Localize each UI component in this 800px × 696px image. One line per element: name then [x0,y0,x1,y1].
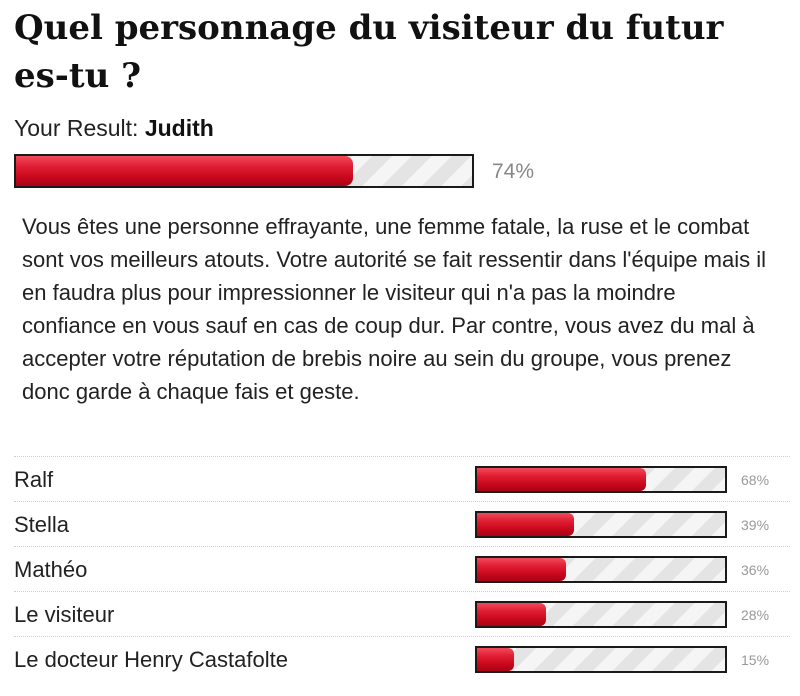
result-row-percent: 36% [741,562,770,578]
result-row-fill [477,558,567,581]
result-line: Your Result: Judith [14,114,214,142]
result-row-percent: 15% [741,652,770,668]
result-percent: 74% [492,160,535,183]
result-row-bar [475,466,727,493]
quiz-title: Quel personnage du visiteur du futur es-… [14,8,724,96]
result-row-bar [475,511,727,538]
other-results-list: Ralf 68% Stella 39% Mathéo 36% Le visite… [14,456,790,681]
result-row-stella: Stella 39% [14,501,790,546]
result-row-label: Le visiteur [14,602,115,627]
result-row-bar [475,556,727,583]
result-row-label: Ralf [14,467,54,492]
result-row-fill [477,648,515,671]
result-row-ralf: Ralf 68% [14,456,790,501]
result-description: Vous êtes une personne effrayante, une f… [22,214,767,404]
result-row-label: Stella [14,512,70,537]
result-label: Your Result: [14,115,139,141]
result-row-fill [477,603,547,626]
result-name: Judith [144,115,214,141]
result-row-percent: 28% [741,607,770,623]
result-row-fill [477,513,574,536]
result-progress-bar [14,154,474,188]
result-progress-fill [16,156,354,186]
result-row-bar [475,646,727,673]
result-row-percent: 68% [741,472,770,488]
result-row-henry-castafolte: Le docteur Henry Castafolte 15% [14,636,790,681]
result-row-matheo: Mathéo 36% [14,546,790,591]
result-row-fill [477,468,646,491]
result-row-percent: 39% [741,517,770,533]
result-row-label: Le docteur Henry Castafolte [14,647,288,672]
result-row-le-visiteur: Le visiteur 28% [14,591,790,636]
result-row-bar [475,601,727,628]
result-row-label: Mathéo [14,557,88,582]
